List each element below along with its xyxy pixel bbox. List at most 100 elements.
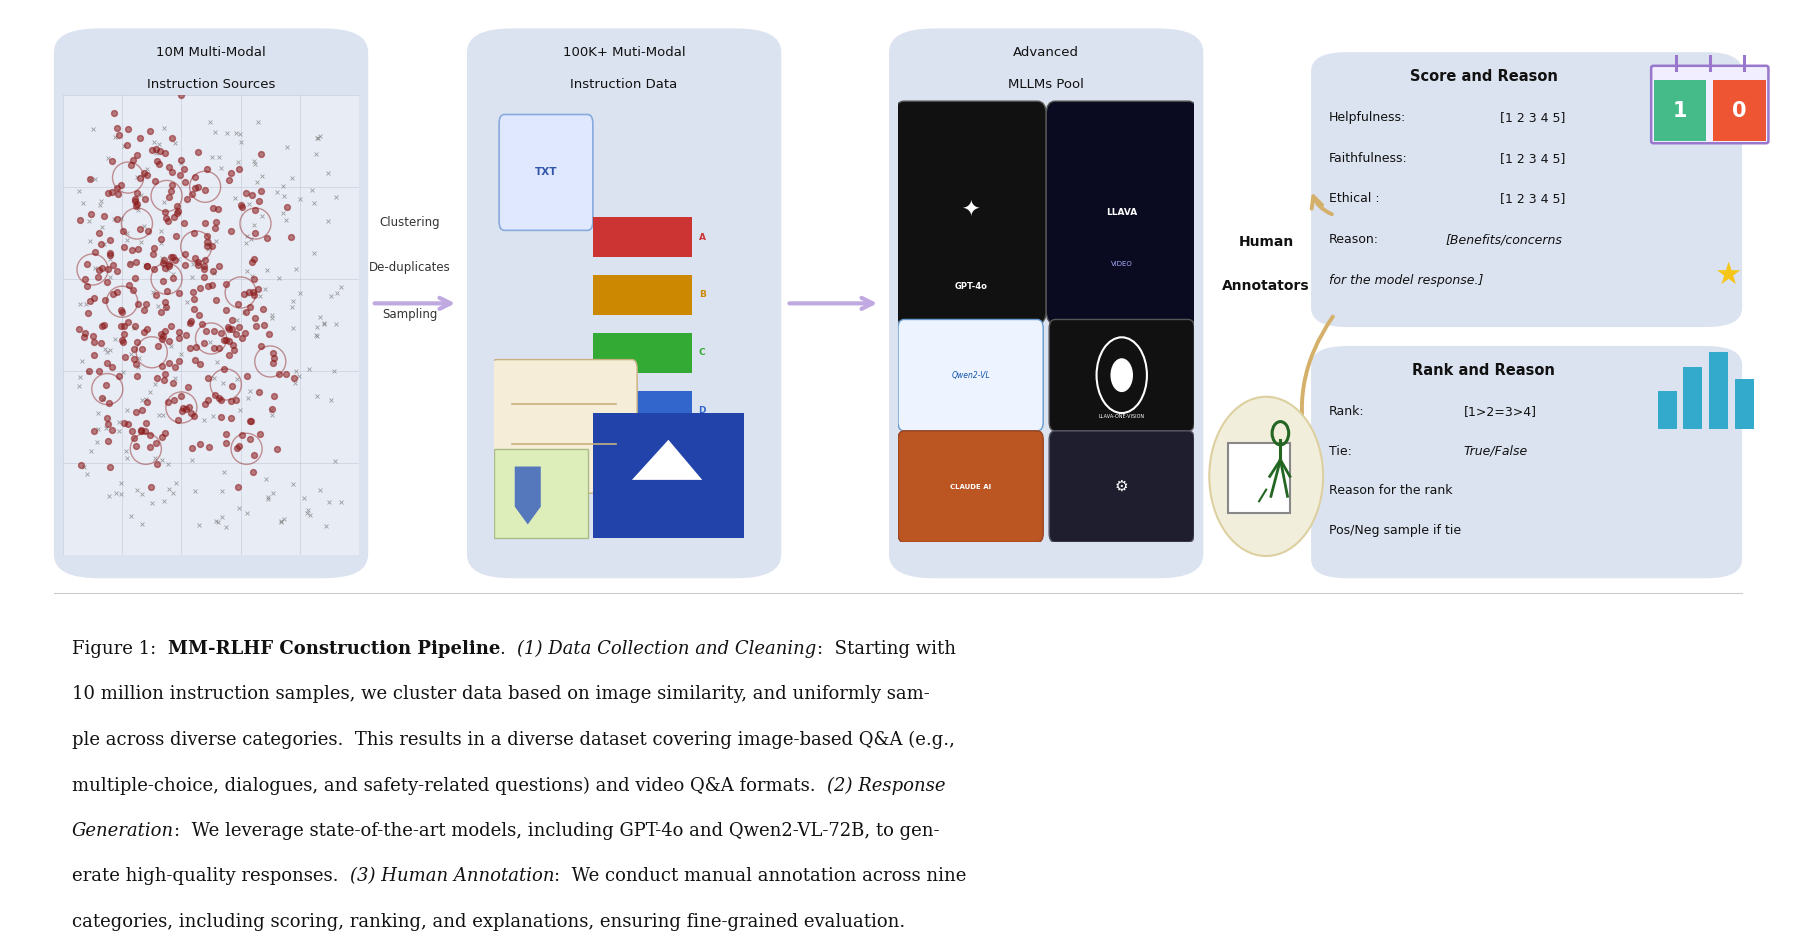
Point — [180, 291, 208, 306]
Point — [224, 297, 253, 312]
Point — [108, 333, 136, 348]
Text: [1 2 3 4 5]: [1 2 3 4 5] — [1500, 111, 1564, 124]
Point — [92, 410, 120, 426]
Point — [102, 263, 131, 278]
Point — [154, 482, 183, 497]
Point — [198, 238, 226, 253]
Point — [181, 170, 210, 185]
Text: :  Starting with: : Starting with — [817, 640, 955, 658]
Text: Annotators: Annotators — [1223, 280, 1309, 293]
Text: CLAUDE AI: CLAUDE AI — [950, 483, 991, 489]
Point — [142, 142, 171, 157]
Text: Reason:: Reason: — [1329, 233, 1379, 246]
Point — [97, 422, 126, 437]
Point — [110, 318, 138, 333]
Point — [255, 354, 284, 369]
Point — [226, 197, 255, 212]
Point — [81, 172, 110, 187]
Point — [131, 258, 160, 273]
Point — [174, 316, 203, 331]
Point — [185, 518, 214, 533]
Point — [151, 120, 180, 136]
Point — [190, 269, 219, 284]
Point — [190, 323, 219, 338]
Point — [223, 313, 251, 328]
Point — [302, 328, 330, 343]
Point — [65, 184, 93, 199]
Point — [216, 410, 244, 426]
Point — [180, 409, 208, 424]
Point — [153, 271, 181, 286]
Point — [99, 286, 128, 301]
Point — [194, 439, 223, 454]
Point — [151, 426, 180, 441]
Point — [169, 162, 198, 177]
Point — [162, 228, 190, 244]
Text: [1 2 3 4 5]: [1 2 3 4 5] — [1500, 192, 1564, 206]
Point — [140, 262, 169, 277]
Text: Faithfulness:: Faithfulness: — [1329, 152, 1408, 165]
Point — [66, 458, 95, 473]
Point — [185, 179, 214, 194]
Point — [124, 241, 153, 256]
Point — [217, 378, 246, 393]
Text: Qwen2-VL: Qwen2-VL — [952, 371, 990, 379]
Point — [207, 483, 235, 499]
Point — [65, 321, 93, 337]
Point — [77, 443, 106, 458]
Point — [302, 388, 330, 403]
Point — [207, 410, 235, 425]
Point — [131, 423, 160, 438]
Point — [181, 353, 210, 368]
Point — [93, 151, 122, 166]
Point — [248, 209, 277, 224]
Point — [122, 185, 151, 200]
Point — [136, 479, 165, 494]
Point — [286, 285, 314, 301]
Point — [95, 232, 124, 247]
Point — [304, 131, 332, 146]
Point — [233, 228, 262, 244]
Point — [147, 327, 176, 342]
Point — [122, 356, 151, 372]
Point — [185, 356, 214, 371]
Point — [72, 257, 101, 272]
FancyBboxPatch shape — [1049, 319, 1194, 431]
Point — [223, 441, 251, 456]
Text: :  We conduct manual annotation across nine: : We conduct manual annotation across ni… — [555, 867, 966, 885]
Point — [199, 370, 228, 385]
Bar — [593, 275, 691, 315]
Text: ple across diverse categories.  This results in a diverse dataset covering image: ple across diverse categories. This resu… — [72, 731, 955, 749]
Point — [226, 135, 255, 150]
Text: LLAVA: LLAVA — [1106, 208, 1137, 217]
FancyBboxPatch shape — [1651, 65, 1769, 143]
Point — [128, 422, 156, 437]
Point — [101, 332, 129, 347]
Point — [151, 252, 180, 267]
Point — [153, 300, 181, 315]
Point — [115, 278, 144, 293]
Point — [145, 143, 174, 158]
Point — [153, 457, 181, 472]
Point — [237, 413, 266, 428]
Point — [246, 338, 275, 354]
Point — [217, 313, 246, 328]
Point — [183, 258, 212, 273]
Point — [223, 392, 251, 407]
Point — [295, 361, 323, 376]
Point — [224, 480, 253, 495]
Point — [232, 505, 260, 520]
Point — [142, 154, 171, 169]
Point — [232, 236, 260, 251]
Point — [84, 226, 113, 241]
Point — [163, 412, 192, 428]
Point — [187, 317, 216, 332]
Point — [183, 254, 212, 269]
Bar — [1683, 367, 1703, 429]
Point — [65, 379, 93, 394]
Point — [181, 250, 210, 265]
Point — [128, 517, 156, 532]
Point — [224, 155, 253, 170]
Point — [235, 431, 264, 447]
Point — [201, 233, 230, 248]
